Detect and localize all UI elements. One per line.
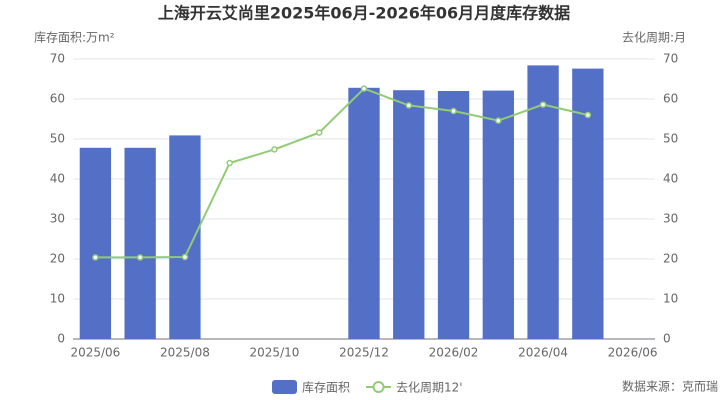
- bar: [79, 147, 112, 339]
- line-point: [495, 117, 502, 124]
- bar: [169, 135, 201, 339]
- y-tick-label: 50: [50, 132, 65, 146]
- y2-tick-label: 50: [663, 132, 678, 146]
- y2-tick-label: 40: [663, 172, 678, 186]
- line-point: [539, 101, 547, 108]
- bar: [437, 91, 470, 339]
- source: 数据来源：克而瑞: [622, 379, 718, 394]
- y-tick-label: 70: [50, 52, 65, 66]
- line-point: [92, 254, 99, 261]
- y2-tick-label: 60: [663, 92, 678, 106]
- chart-title: 上海开云艾尚里2025年06月-2026年06月月度库存数据: [158, 4, 570, 23]
- y2-tick-label: 10: [663, 292, 678, 306]
- y-tick-label: 60: [50, 92, 65, 106]
- y-tick-label: 30: [50, 212, 65, 226]
- line-point: [226, 159, 233, 167]
- y2-tick-label: 20: [663, 252, 678, 266]
- legend-swatch: [272, 380, 297, 394]
- line-point: [136, 254, 144, 261]
- legend-label: 去化周期12': [396, 381, 463, 395]
- x-tick-label: 2025/06: [70, 346, 120, 360]
- y-tick-label: 40: [50, 172, 65, 186]
- x-tick-label: 2025/12: [339, 346, 389, 360]
- line-point: [315, 129, 323, 136]
- line-point: [181, 253, 189, 261]
- line-point: [405, 102, 413, 109]
- y2-tick-label: 70: [663, 52, 678, 66]
- y-tick-label: 20: [50, 252, 65, 266]
- line-point: [450, 107, 457, 115]
- bar: [527, 65, 559, 340]
- x-tick-label: 2026/02: [429, 346, 479, 360]
- y-tick-label: 10: [50, 292, 65, 306]
- x-tick-label: 2026/06: [608, 346, 658, 360]
- legend-swatch: [372, 381, 385, 393]
- y2-tick-label: 0: [663, 332, 671, 346]
- bar: [348, 87, 380, 339]
- x-tick-label: 2026/04: [518, 346, 568, 360]
- y-axis-label: 库存面积:万m²: [34, 30, 115, 45]
- bar: [482, 90, 514, 339]
- x-tick-label: 2025/10: [250, 346, 300, 360]
- line-point: [271, 146, 278, 153]
- bar: [393, 90, 425, 339]
- y2-tick-label: 30: [663, 212, 678, 226]
- line-point: [584, 111, 592, 119]
- legend-label: 库存面积: [302, 380, 350, 395]
- line-point: [360, 85, 368, 92]
- line: [95, 87, 589, 259]
- x-tick-label: 2025/08: [160, 346, 210, 360]
- y-tick-label: 0: [57, 332, 65, 346]
- y2-axis-label: 去化周期:月: [622, 31, 686, 45]
- bar: [124, 147, 156, 339]
- bar: [572, 68, 604, 339]
